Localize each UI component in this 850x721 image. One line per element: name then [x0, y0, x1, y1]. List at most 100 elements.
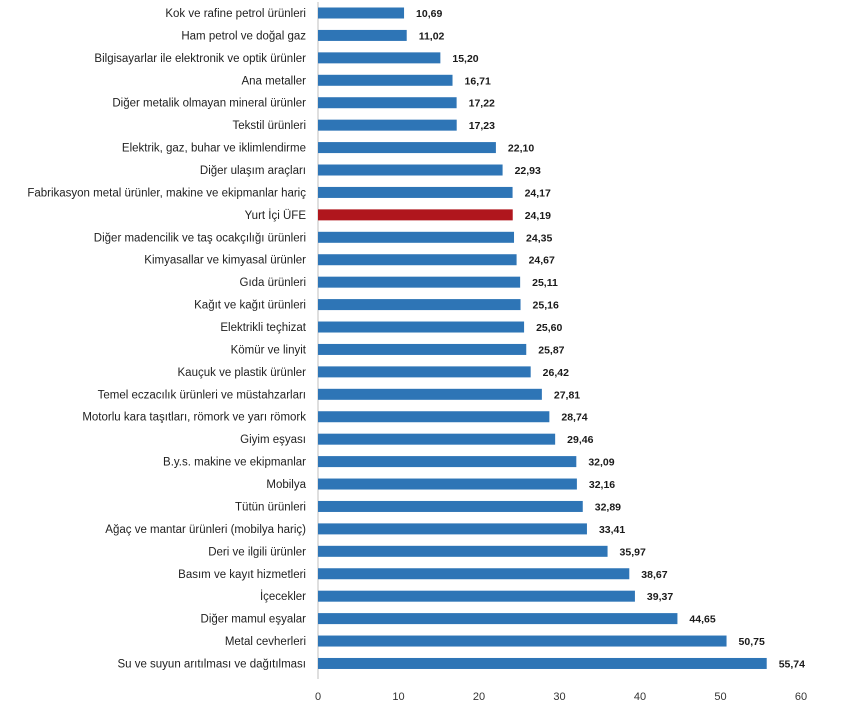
value-label-14: 25,60: [536, 322, 562, 334]
bar-7: [318, 164, 503, 176]
value-label-25: 38,67: [641, 569, 667, 581]
value-label-13: 25,16: [533, 300, 559, 312]
category-label-17: Temel eczacılık ürünleri ve müstahzarlar…: [98, 389, 306, 401]
bar-25: [318, 568, 630, 580]
value-label-11: 24,67: [529, 255, 555, 267]
bar-3: [318, 74, 453, 86]
x-tick-label-5: 50: [714, 691, 726, 703]
category-label-14: Elektrikli teçhizat: [220, 322, 306, 334]
bars-layer: [318, 7, 767, 669]
value-label-3: 16,71: [465, 75, 491, 87]
bar-12: [318, 276, 521, 288]
bar-5: [318, 119, 457, 131]
category-label-12: Gıda ürünleri: [240, 277, 306, 289]
category-labels-layer: Kok ve rafine petrol ürünleri Ham petrol …: [27, 8, 306, 670]
value-label-2: 15,20: [452, 53, 478, 65]
x-tick-label-0: 0: [315, 691, 321, 703]
value-label-21: 32,16: [589, 479, 615, 491]
value-label-19: 29,46: [567, 434, 593, 446]
category-label-9: Yurt İçi ÜFE: [245, 209, 307, 222]
bar-14: [318, 321, 525, 333]
category-label-10: Diğer madencilik ve taş ocakçılığı ürünl…: [94, 232, 306, 244]
category-label-27: Diğer mamul eşyalar: [201, 614, 307, 626]
category-label-7: Diğer ulaşım araçları: [200, 165, 306, 177]
bar-24: [318, 545, 608, 557]
category-label-13: Kağıt ve kağıt ürünleri: [194, 300, 306, 312]
x-tick-label-1: 10: [392, 691, 404, 703]
category-label-16: Kauçuk ve plastik ürünler: [178, 367, 307, 379]
x-tick-label-6: 60: [795, 691, 807, 703]
value-label-1: 11,02: [419, 30, 445, 42]
value-label-28: 50,75: [739, 636, 765, 648]
value-label-18: 28,74: [561, 412, 587, 424]
value-label-29: 55,74: [779, 658, 805, 670]
category-label-2: Bilgisayarlar ile elektronik ve optik ür…: [94, 53, 306, 65]
bar-23: [318, 523, 587, 535]
value-label-22: 32,89: [595, 501, 621, 513]
category-label-22: Tütün ürünleri: [235, 501, 306, 513]
bar-17: [318, 388, 542, 400]
bar-26: [318, 590, 635, 602]
bar-20: [318, 456, 577, 468]
value-label-17: 27,81: [554, 389, 580, 401]
x-tick-label-4: 40: [634, 691, 646, 703]
category-label-29: Su ve suyun arıtılması ve dağıtılması: [117, 658, 306, 670]
category-label-0: Kok ve rafine petrol ürünleri: [165, 8, 306, 20]
bar-22: [318, 500, 583, 512]
bar-19: [318, 433, 556, 445]
category-label-1: Ham petrol ve doğal gaz: [181, 30, 306, 42]
category-label-18: Motorlu kara taşıtları, römork ve yarı r…: [82, 412, 306, 424]
value-label-16: 26,42: [543, 367, 569, 379]
bar-13: [318, 299, 521, 311]
bar-10: [318, 231, 515, 243]
bar-11: [318, 254, 517, 266]
category-label-8: Fabrikasyon metal ürünler, makine ve eki…: [27, 187, 306, 199]
bar-18: [318, 411, 550, 423]
value-label-27: 44,65: [689, 614, 715, 626]
bar-29: [318, 657, 767, 669]
category-label-11: Kimyasallar ve kimyasal ürünler: [144, 255, 306, 267]
value-label-24: 35,97: [620, 546, 646, 558]
x-tick-label-2: 20: [473, 691, 485, 703]
value-label-9: 24,19: [525, 210, 551, 222]
bar-2: [318, 52, 441, 64]
value-label-26: 39,37: [647, 591, 673, 603]
bar-1: [318, 29, 407, 41]
category-label-21: Mobilya: [266, 479, 306, 491]
bar-15: [318, 343, 527, 355]
x-tick-label-3: 30: [553, 691, 565, 703]
category-label-15: Kömür ve linyit: [231, 344, 307, 356]
bar-9: [318, 209, 513, 221]
bar-4: [318, 97, 457, 109]
category-label-20: B.y.s. makine ve ekipmanlar: [163, 457, 306, 469]
bar-28: [318, 635, 727, 647]
value-labels-layer: 10,69 11,02 15,20 16,71 17,22 17,23 22,10 22,93…: [416, 8, 805, 670]
category-label-23: Ağaç ve mantar ürünleri (mobilya hariç): [105, 524, 306, 536]
bar-21: [318, 478, 577, 490]
bar-6: [318, 142, 496, 154]
value-label-20: 32,09: [588, 457, 614, 469]
category-label-19: Giyim eşyası: [240, 434, 306, 446]
category-label-24: Deri ve ilgili ürünler: [208, 546, 306, 558]
value-label-4: 17,22: [469, 98, 495, 110]
bar-8: [318, 186, 513, 198]
bar-16: [318, 366, 531, 378]
category-label-25: Basım ve kayıt hizmetleri: [178, 569, 306, 581]
value-label-12: 25,11: [532, 277, 558, 289]
value-label-0: 10,69: [416, 8, 442, 20]
category-label-6: Elektrik, gaz, buhar ve iklimlendirme: [122, 143, 306, 155]
value-label-15: 25,87: [538, 344, 564, 356]
value-label-10: 24,35: [526, 232, 552, 244]
category-label-26: İçecekler: [260, 590, 306, 603]
category-label-28: Metal cevherleri: [225, 636, 306, 648]
value-label-23: 33,41: [599, 524, 625, 536]
value-label-5: 17,23: [469, 120, 495, 132]
value-label-7: 22,93: [515, 165, 541, 177]
value-label-8: 24,17: [525, 187, 551, 199]
value-label-6: 22,10: [508, 143, 534, 155]
category-label-4: Diğer metalik olmayan mineral ürünler: [112, 98, 306, 110]
category-label-3: Ana metaller: [241, 75, 306, 87]
bar-27: [318, 613, 678, 625]
